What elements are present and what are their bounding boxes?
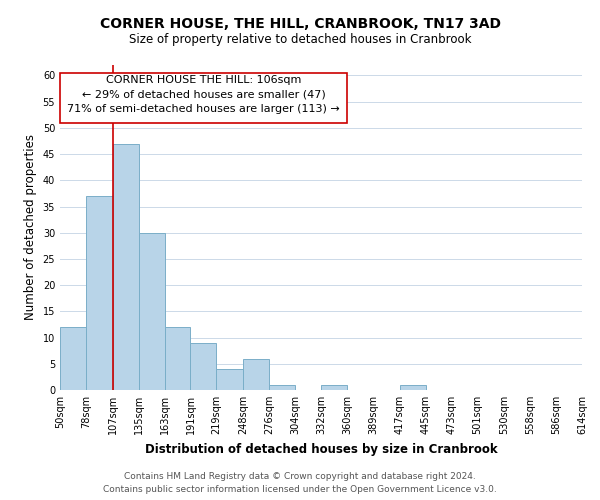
Bar bbox=[190, 343, 217, 390]
Bar bbox=[164, 327, 190, 390]
Text: Contains HM Land Registry data © Crown copyright and database right 2024.
Contai: Contains HM Land Registry data © Crown c… bbox=[103, 472, 497, 494]
Bar bbox=[400, 385, 425, 390]
Bar bbox=[139, 232, 164, 390]
Text: Size of property relative to detached houses in Cranbrook: Size of property relative to detached ho… bbox=[129, 32, 471, 46]
Bar bbox=[60, 73, 347, 122]
Bar bbox=[321, 385, 347, 390]
Text: CORNER HOUSE, THE HILL, CRANBROOK, TN17 3AD: CORNER HOUSE, THE HILL, CRANBROOK, TN17 … bbox=[100, 18, 500, 32]
Bar bbox=[243, 358, 269, 390]
Bar bbox=[113, 144, 139, 390]
Bar bbox=[60, 327, 86, 390]
Bar bbox=[269, 385, 295, 390]
X-axis label: Distribution of detached houses by size in Cranbrook: Distribution of detached houses by size … bbox=[145, 442, 497, 456]
Bar bbox=[217, 369, 243, 390]
Text: ← 29% of detached houses are smaller (47): ← 29% of detached houses are smaller (47… bbox=[82, 90, 325, 100]
Bar bbox=[86, 196, 113, 390]
Text: 71% of semi-detached houses are larger (113) →: 71% of semi-detached houses are larger (… bbox=[67, 104, 340, 114]
Y-axis label: Number of detached properties: Number of detached properties bbox=[24, 134, 37, 320]
Text: CORNER HOUSE THE HILL: 106sqm: CORNER HOUSE THE HILL: 106sqm bbox=[106, 76, 301, 86]
